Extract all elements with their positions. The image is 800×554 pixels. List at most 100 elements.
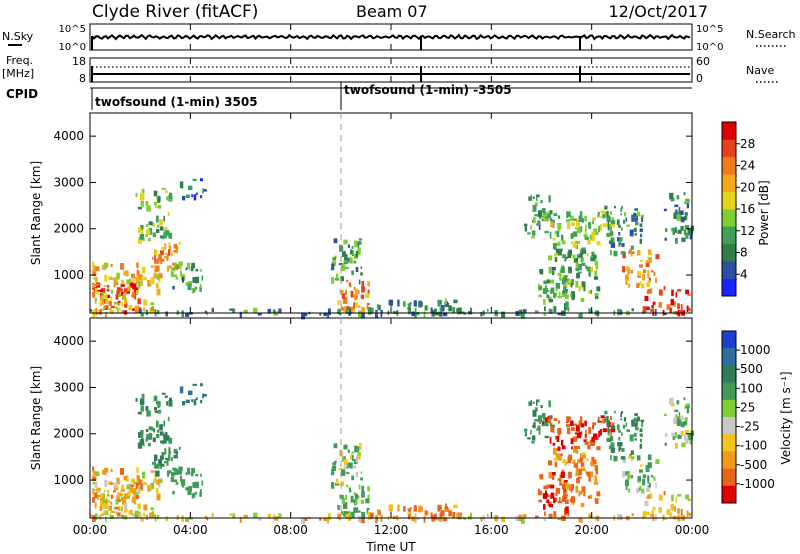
- power-cell: [376, 304, 380, 309]
- power-cell: [591, 231, 595, 238]
- velocity-cell: [664, 433, 668, 437]
- velocity-cell: [581, 467, 586, 471]
- velocity-cell: [607, 428, 612, 434]
- power-cell: [346, 279, 349, 283]
- power-cell: [243, 309, 248, 314]
- power-cell: [145, 201, 149, 206]
- velocity-cell: [93, 471, 97, 475]
- power-cell: [161, 247, 165, 251]
- power-cell: [414, 307, 417, 312]
- velocity-cell: [164, 461, 167, 464]
- power-cell: [135, 277, 140, 284]
- velocity-cell: [411, 516, 416, 522]
- velocity-cell: [109, 515, 114, 520]
- velocity-cell: [581, 462, 585, 467]
- velocity-cell: [121, 514, 124, 518]
- velocity-cell: [110, 494, 114, 499]
- power-cell: [211, 307, 214, 312]
- power-cell: [115, 293, 119, 300]
- power-cell: [622, 219, 626, 224]
- power-cell: [169, 192, 172, 199]
- colorbar-swatch: [722, 365, 736, 383]
- power-cell: [614, 205, 616, 209]
- power-cell: [102, 288, 105, 294]
- velocity-cell: [145, 429, 149, 433]
- power-cell: [685, 232, 689, 239]
- power-cell: [94, 297, 97, 304]
- velocity-cell: [136, 474, 139, 480]
- power-cell: [165, 252, 169, 255]
- power-cell: [141, 188, 145, 194]
- power-cell: [175, 246, 178, 250]
- power-cell: [553, 213, 558, 216]
- velocity-cell: [109, 512, 112, 517]
- velocity-cell: [641, 422, 644, 428]
- power-cell: [580, 218, 585, 223]
- power-cell: [177, 265, 182, 270]
- velocity-cell: [646, 487, 651, 492]
- velocity-cell: [606, 415, 609, 423]
- velocity-cell: [634, 438, 637, 441]
- power-cell: [194, 286, 197, 290]
- power-cell: [539, 215, 541, 220]
- power-cell: [684, 215, 688, 221]
- power-cell: [147, 280, 152, 287]
- velocity-cell: [564, 463, 567, 467]
- power-cell: [676, 195, 680, 200]
- power-cell: [185, 282, 190, 286]
- velocity-cell: [340, 481, 344, 487]
- velocity-cell: [552, 447, 557, 455]
- velocity-cell: [170, 476, 174, 482]
- velocity-cell: [350, 514, 353, 520]
- power-cell: [102, 301, 105, 306]
- velocity-cell: [92, 481, 97, 485]
- power-cell: [636, 211, 640, 217]
- velocity-cell: [331, 468, 335, 476]
- power-cell: [433, 308, 437, 314]
- colorbar-swatch: [722, 331, 736, 349]
- power-cell: [543, 312, 547, 317]
- velocity-cell: [558, 429, 561, 436]
- velocity-cell: [543, 517, 547, 522]
- velocity-cell: [158, 459, 162, 466]
- power-cell: [557, 241, 561, 246]
- power-colorbar: 4 8 12 16 20 24 28: [721, 121, 755, 297]
- velocity-cell: [347, 462, 350, 468]
- power-cell: [192, 178, 197, 181]
- power-cell: [146, 230, 151, 235]
- velocity-cell: [138, 513, 142, 519]
- velocity-cell: [579, 457, 583, 463]
- power-cell: [562, 276, 567, 283]
- colorbar-swatch: [722, 191, 736, 210]
- velocity-cell: [549, 423, 553, 427]
- velocity-cell: [367, 486, 370, 492]
- velocity-cell: [557, 518, 563, 521]
- velocity-cell: [557, 446, 561, 451]
- power-cell: [357, 241, 360, 248]
- power-cell: [155, 265, 160, 272]
- velocity-cell: [637, 455, 641, 461]
- power-cell: [161, 187, 166, 190]
- power-cell: [663, 312, 667, 315]
- power-cell: [647, 257, 652, 263]
- power-cell: [109, 310, 114, 315]
- power-cell: [133, 276, 138, 279]
- velocity-cell: [113, 506, 116, 510]
- velocity-cell: [536, 399, 540, 403]
- velocity-cell: [194, 491, 197, 495]
- power-cell: [163, 232, 167, 239]
- velocity-cell: [585, 470, 588, 474]
- velocity-cell: [544, 511, 546, 517]
- power-cell: [555, 282, 561, 289]
- power-cell: [565, 290, 568, 294]
- power-cell: [641, 217, 644, 223]
- velocity-cell: [619, 442, 623, 447]
- power-cell: [620, 213, 622, 216]
- velocity-cell: [625, 422, 628, 427]
- power-cell: [435, 312, 440, 316]
- velocity-cell: [102, 499, 106, 504]
- velocity-cell: [650, 513, 655, 517]
- power-cell: [134, 310, 138, 314]
- velocity-cell: [629, 434, 634, 442]
- power-cell: [137, 237, 143, 244]
